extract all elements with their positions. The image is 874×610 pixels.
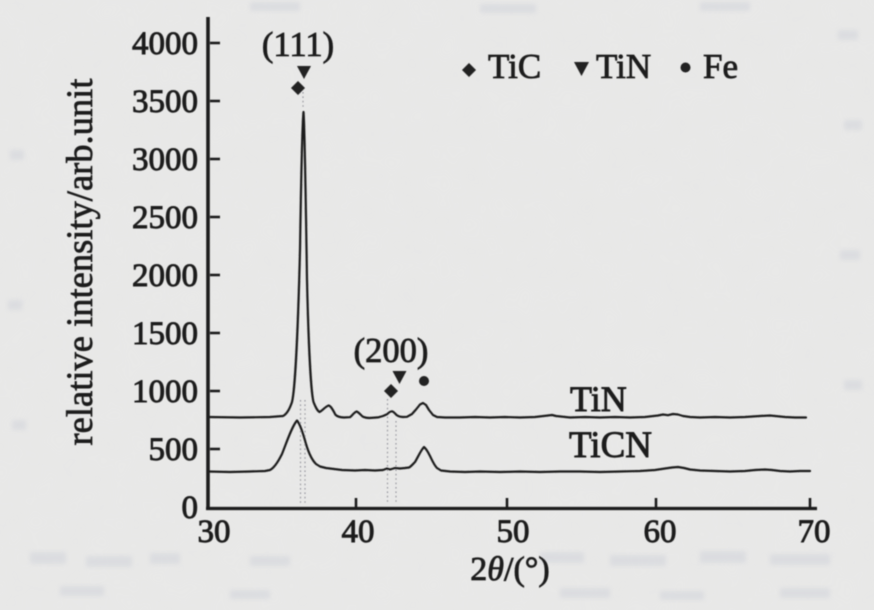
svg-text:Fe: Fe <box>703 47 738 86</box>
svg-text:TiC: TiC <box>488 47 541 86</box>
svg-text:30: 30 <box>198 514 231 550</box>
svg-text:3000: 3000 <box>132 142 198 178</box>
svg-text:(111): (111) <box>262 26 334 64</box>
svg-text:0: 0 <box>182 490 199 526</box>
svg-text:TiCN: TiCN <box>569 425 652 466</box>
svg-text:relative intensity/arb.unit: relative intensity/arb.unit <box>59 79 100 446</box>
svg-text:1500: 1500 <box>132 316 198 352</box>
svg-text:500: 500 <box>149 432 199 468</box>
svg-text:2500: 2500 <box>132 200 198 236</box>
svg-text:TiN: TiN <box>570 379 627 419</box>
svg-text:4000: 4000 <box>132 26 198 62</box>
svg-text:2000: 2000 <box>132 258 198 294</box>
svg-text:TiN: TiN <box>596 47 651 86</box>
svg-text:70: 70 <box>798 514 831 550</box>
svg-text:60: 60 <box>644 514 677 550</box>
svg-text:40: 40 <box>342 514 375 550</box>
svg-text:3500: 3500 <box>132 84 198 120</box>
svg-text:2θ/(°): 2θ/(°) <box>470 551 549 588</box>
svg-text:1000: 1000 <box>132 374 198 410</box>
svg-text:50: 50 <box>497 514 530 550</box>
svg-text:(200): (200) <box>354 332 429 370</box>
